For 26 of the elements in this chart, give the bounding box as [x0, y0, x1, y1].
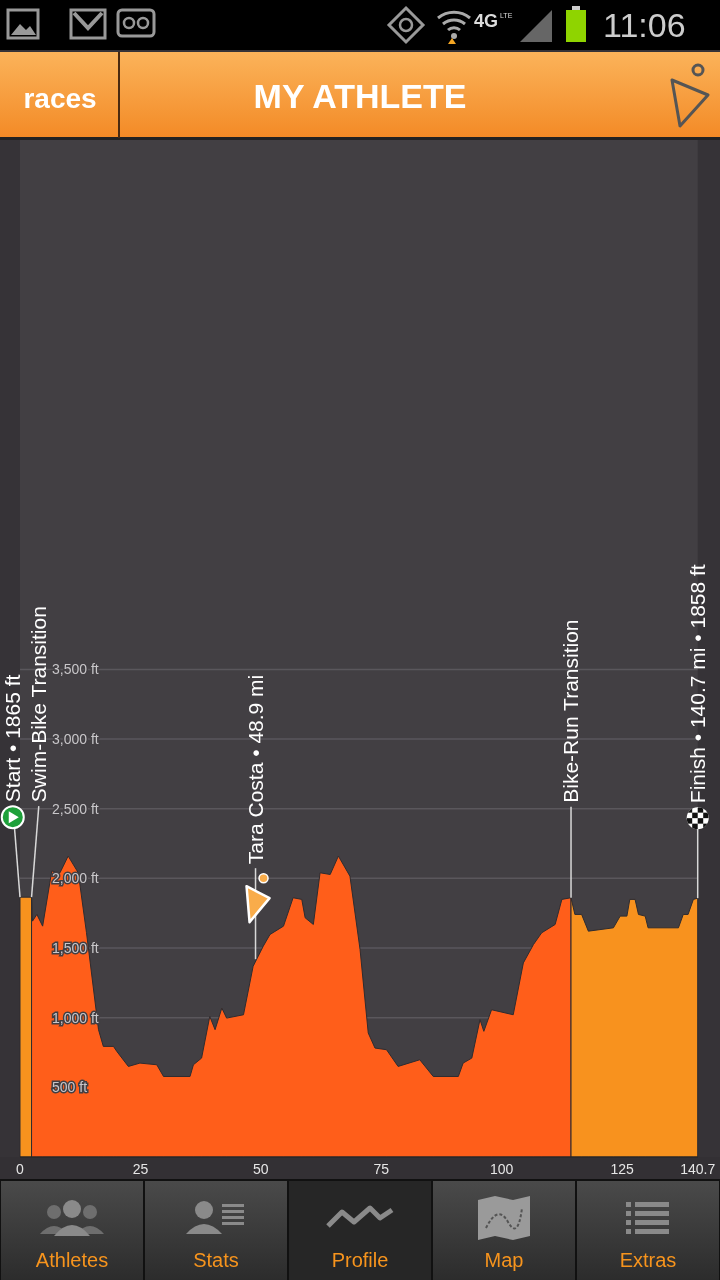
x-tick-label: 100: [489, 1161, 514, 1177]
text: Extras: [619, 1249, 677, 1271]
y-tick-label: 3,000 ft: [52, 731, 99, 748]
y-tick-label: 3,500 ft: [52, 661, 99, 678]
annotation: Finish • 140.7 mi • 1858 ft: [685, 564, 709, 804]
text: Profile: [331, 1249, 389, 1271]
annotation: Bike-Run Transition: [559, 619, 583, 803]
text: races: [23, 83, 97, 114]
text: 11:06: [603, 6, 686, 44]
x-tick-label: 25: [132, 1161, 149, 1177]
text: Athletes: [35, 1249, 109, 1271]
text: Map: [484, 1249, 524, 1271]
y-tick-label: 2,500 ft: [52, 800, 99, 817]
annotation: Swim-Bike Transition: [26, 606, 50, 803]
chart-title: MY ATHLETE: [253, 77, 467, 115]
x-tick-label: 140.7: [680, 1161, 716, 1177]
annotation: Start • 1865 ft: [0, 674, 24, 803]
x-tick-label: 0: [16, 1161, 25, 1177]
annotation: Tara Costa • 48.9 mi: [243, 674, 267, 865]
text: 4G: [474, 11, 499, 31]
y-tick-label: 500 ft: [52, 1079, 88, 1096]
text: Stats: [193, 1249, 239, 1271]
y-tick-label: 1,500 ft: [52, 940, 99, 957]
x-tick-label: 50: [253, 1161, 269, 1177]
x-tick-label: 125: [610, 1161, 634, 1177]
x-tick-label: 75: [373, 1161, 390, 1177]
